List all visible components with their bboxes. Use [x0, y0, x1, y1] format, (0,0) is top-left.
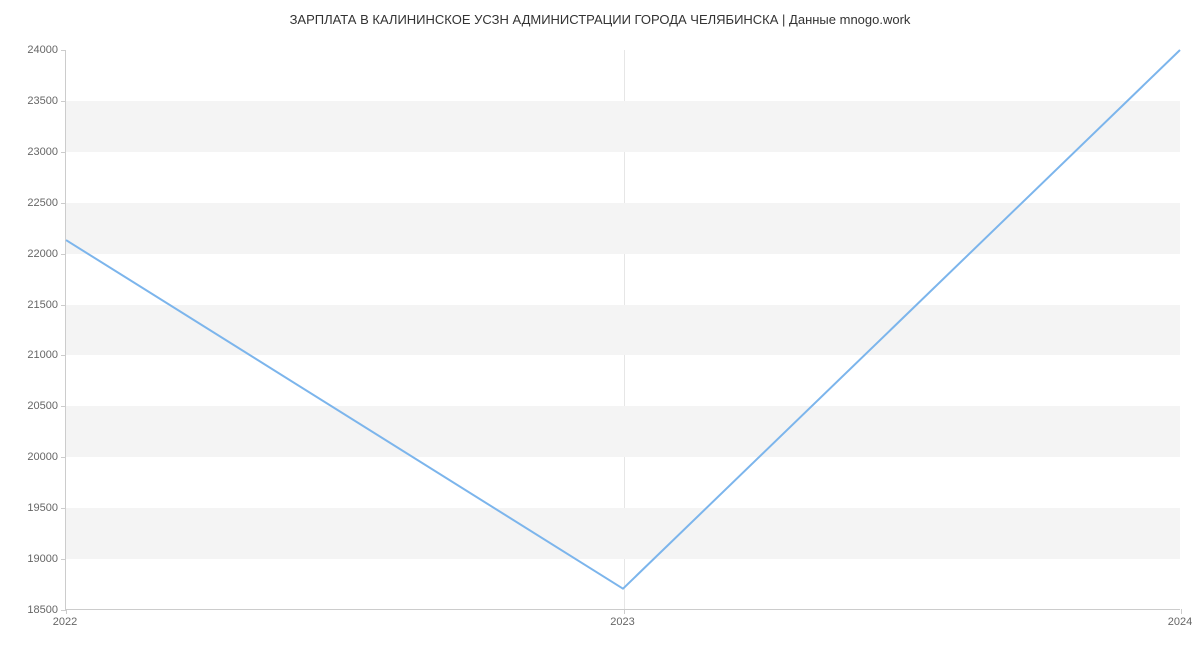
- y-tick-label: 21500: [27, 299, 58, 311]
- y-tick-label: 22000: [27, 248, 58, 260]
- plot-area: [65, 50, 1180, 610]
- y-tick: [61, 203, 66, 204]
- y-tick-label: 24000: [27, 44, 58, 56]
- y-tick: [61, 152, 66, 153]
- y-tick: [61, 355, 66, 356]
- y-tick: [61, 50, 66, 51]
- y-tick-label: 23000: [27, 146, 58, 158]
- x-tick-label: 2023: [610, 616, 634, 628]
- y-tick-label: 21000: [27, 349, 58, 361]
- line-series-svg: [66, 50, 1180, 609]
- y-tick-label: 19000: [27, 553, 58, 565]
- line-series: [66, 50, 1180, 589]
- x-tick: [66, 609, 67, 614]
- y-tick-label: 22500: [27, 197, 58, 209]
- y-tick: [61, 508, 66, 509]
- y-tick-label: 23500: [27, 95, 58, 107]
- y-tick: [61, 457, 66, 458]
- y-tick-label: 19500: [27, 502, 58, 514]
- y-tick: [61, 254, 66, 255]
- x-tick-label: 2024: [1168, 616, 1192, 628]
- y-tick-label: 20500: [27, 400, 58, 412]
- y-tick: [61, 406, 66, 407]
- x-tick: [624, 609, 625, 614]
- y-tick: [61, 101, 66, 102]
- chart-title: ЗАРПЛАТА В КАЛИНИНСКОЕ УСЗН АДМИНИСТРАЦИ…: [0, 12, 1200, 27]
- x-tick-label: 2022: [53, 616, 77, 628]
- salary-chart: ЗАРПЛАТА В КАЛИНИНСКОЕ УСЗН АДМИНИСТРАЦИ…: [0, 0, 1200, 650]
- x-tick: [1181, 609, 1182, 614]
- y-tick: [61, 559, 66, 560]
- y-tick: [61, 305, 66, 306]
- y-tick-label: 18500: [27, 604, 58, 616]
- y-tick-label: 20000: [27, 451, 58, 463]
